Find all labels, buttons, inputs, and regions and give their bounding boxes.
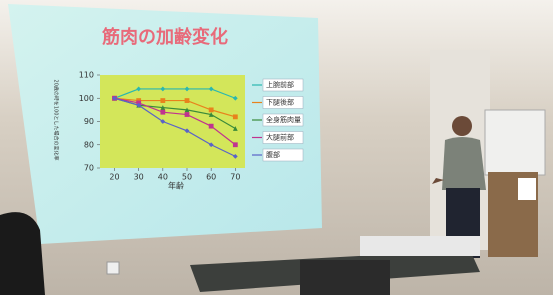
point [185,112,190,117]
legend-label: 大腿前部 [266,133,294,142]
presenter-head [452,116,472,136]
point [185,98,190,103]
scene: 筋肉の加齢変化 (%) 20歳の時を100とした場合の変化率 年齢 708090… [0,0,553,295]
podium-sign [518,178,536,200]
x-axis-label: 年齢 [168,181,184,191]
chair [300,260,390,295]
papers [360,236,480,256]
legend-label: 下腿後部 [266,98,294,107]
x-tick-label: 20 [109,173,119,182]
point [160,110,165,115]
y-tick-label: 110 [79,71,94,80]
y-tick-label: 90 [84,117,94,126]
point [233,114,238,119]
presenter-body [442,137,486,190]
x-tick-label: 50 [182,173,192,182]
y-tick-label: 70 [84,164,94,173]
y-axis-label: 20歳の時を100とした場合の変化率 [53,80,60,161]
x-tick-label: 40 [158,173,168,182]
whiteboard [485,110,545,175]
chart-title: 筋肉の加齢変化 [102,26,228,48]
legend-label: 腹部 [266,150,280,159]
point [209,107,214,112]
outlet [107,262,119,274]
x-tick-label: 30 [134,173,144,182]
point [233,142,238,147]
point [209,124,214,129]
y-tick-label: 100 [79,94,94,103]
y-tick-label: 80 [84,140,94,149]
point [160,98,165,103]
x-tick-label: 60 [206,173,216,182]
legend-label: 全身筋肉量 [266,115,301,124]
x-tick-label: 70 [230,173,240,182]
legend-label: 上腕前部 [266,80,294,89]
